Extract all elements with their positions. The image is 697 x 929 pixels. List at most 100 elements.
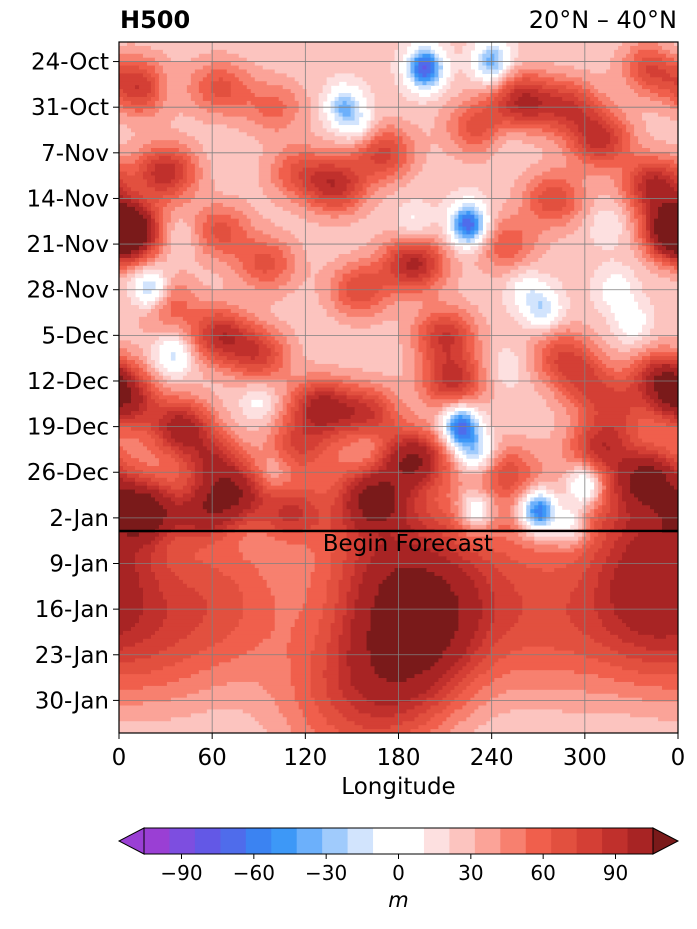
contour-cell (238, 485, 252, 491)
contour-cell (374, 159, 388, 165)
contour-cell (550, 387, 559, 393)
contour-cell (542, 363, 551, 369)
contour-cell (522, 536, 535, 542)
contour-cell (478, 214, 483, 220)
contour-cell (346, 136, 352, 141)
contour-cell (566, 85, 583, 90)
contour-cell (546, 69, 591, 75)
contour-cell (154, 230, 160, 235)
contour-cell (202, 615, 244, 620)
contour-cell (518, 560, 575, 565)
contour-cell (402, 175, 416, 181)
contour-cell (638, 426, 678, 432)
contour-cell (119, 42, 128, 47)
contour-cell (658, 175, 671, 181)
contour-cell (330, 626, 344, 632)
contour-cell (482, 69, 499, 75)
contour-cell (230, 517, 244, 522)
contour-cell (638, 210, 643, 216)
contour-cell (142, 607, 168, 612)
contour-cell (482, 53, 491, 59)
contour-cell (274, 277, 292, 283)
contour-cell (542, 348, 551, 353)
contour-cell (618, 187, 623, 192)
contour-cell (442, 544, 463, 550)
contour-cell (262, 65, 392, 71)
contour-cell (250, 273, 280, 279)
contour-cell (542, 462, 583, 467)
contour-cell (566, 155, 579, 161)
contour-cell (326, 202, 344, 208)
contour-cell (530, 250, 547, 255)
contour-cell (586, 148, 615, 153)
contour-cell (138, 473, 156, 479)
contour-cell (454, 246, 463, 251)
contour-cell (314, 458, 340, 463)
contour-cell (482, 363, 491, 369)
contour-cell (426, 316, 440, 322)
contour-cell (138, 575, 156, 581)
contour-cell (119, 371, 128, 377)
contour-cell (354, 407, 372, 412)
contour-cell (418, 57, 432, 63)
contour-cell (322, 430, 340, 436)
contour-cell (462, 481, 483, 487)
contour-cell (490, 53, 495, 59)
contour-cell (119, 422, 152, 428)
contour-cell (418, 332, 428, 338)
contour-cell (230, 234, 248, 239)
contour-cell (218, 273, 240, 279)
contour-cell (158, 532, 168, 538)
contour-cell (282, 348, 292, 353)
contour-cell (150, 552, 168, 557)
contour-cell (406, 509, 416, 514)
contour-cell (634, 250, 643, 255)
contour-cell (254, 254, 272, 259)
contour-cell (262, 148, 284, 153)
contour-cell (202, 344, 208, 349)
contour-cell (270, 418, 276, 424)
contour-cell (214, 426, 224, 432)
contour-cell (214, 324, 232, 330)
contour-cell (450, 42, 467, 47)
contour-cell (586, 136, 611, 141)
contour-cell (610, 587, 678, 593)
contour-cell (586, 411, 599, 416)
contour-cell (454, 45, 463, 51)
contour-cell (502, 81, 507, 86)
contour-cell (474, 218, 479, 224)
contour-cell (150, 352, 160, 357)
contour-cell (150, 379, 160, 385)
contour-cell (494, 230, 503, 235)
contour-cell (362, 540, 384, 546)
contour-cell (626, 202, 631, 208)
contour-cell (166, 438, 176, 444)
contour-cell (274, 222, 320, 228)
contour-cell (286, 340, 300, 345)
contour-cell (370, 619, 459, 624)
contour-cell (610, 57, 623, 63)
contour-cell (466, 489, 479, 495)
contour-cell (406, 265, 420, 271)
contour-cell (182, 493, 196, 499)
contour-cell (598, 532, 607, 538)
contour-cell (162, 289, 168, 294)
contour-cell (618, 513, 631, 518)
contour-cell (362, 473, 372, 479)
contour-cell (490, 450, 495, 455)
contour-cell (566, 485, 571, 491)
contour-cell (602, 336, 619, 341)
contour-cell (306, 356, 404, 361)
contour-cell (482, 505, 487, 510)
contour-cell (366, 120, 372, 126)
contour-cell (478, 222, 483, 228)
contour-cell (374, 250, 388, 255)
contour-cell (282, 159, 300, 165)
contour-cell (470, 575, 487, 581)
contour-cell (566, 132, 575, 137)
contour-cell (438, 418, 444, 424)
contour-cell (430, 222, 440, 228)
contour-cell (454, 591, 479, 597)
contour-cell (119, 163, 140, 169)
contour-cell (190, 418, 200, 424)
